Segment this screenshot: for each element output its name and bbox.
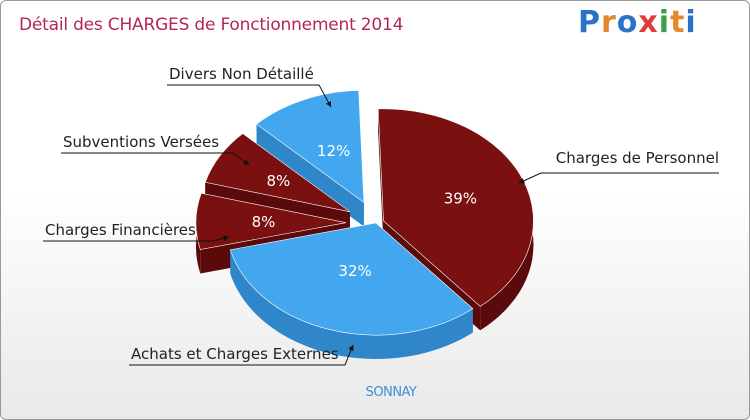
leader-line: [129, 344, 354, 366]
logo-letter: t: [670, 5, 686, 40]
leader-arrowhead: [223, 235, 229, 242]
slice-category-label: Charges Financières: [45, 221, 196, 239]
slice-percent-label: 8%: [252, 213, 276, 231]
logo-letter: r: [601, 5, 617, 40]
proxiti-logo[interactable]: Proxiti: [578, 5, 697, 40]
slice-category-label: Subventions Versées: [63, 133, 219, 151]
slice-category-label: Divers Non Détaillé: [169, 65, 314, 83]
leader-line: [518, 172, 719, 184]
pie-slice-achats-et-charges-externes[interactable]: [229, 222, 474, 336]
chart-title: Détail des CHARGES de Fonctionnement 201…: [19, 15, 404, 35]
logo-letter: P: [578, 5, 601, 40]
slice-percent-label: 32%: [338, 262, 371, 280]
leader-line: [43, 236, 230, 242]
leader-arrowhead: [243, 159, 249, 165]
leader-arrowhead: [348, 345, 354, 351]
slice-percent-label: 8%: [267, 172, 291, 190]
leader-line: [167, 84, 332, 108]
slice-category-label: Charges de Personnel: [556, 149, 719, 167]
logo-letter: o: [616, 5, 639, 40]
pie-slice-edge: [256, 124, 364, 227]
logo-letter: x: [638, 5, 659, 40]
pie-slice-subventions-vers-es[interactable]: [204, 133, 351, 213]
commune-name: SONNAY: [365, 385, 417, 400]
logo-letter: i: [685, 5, 697, 40]
leader-arrowhead: [325, 101, 332, 107]
pie-slice-divers-non-d-taill-[interactable]: [256, 90, 365, 204]
pie-slice-charges-financi-res[interactable]: [195, 192, 347, 250]
leader-arrowhead: [519, 178, 525, 184]
leader-line: [61, 152, 250, 166]
logo-letter: i: [658, 5, 671, 40]
slice-percent-label: 39%: [444, 190, 477, 208]
slice-category-label: Achats et Charges Externes: [131, 345, 339, 363]
slice-percent-label: 12%: [317, 142, 350, 160]
pie-slice-side: [230, 249, 473, 359]
